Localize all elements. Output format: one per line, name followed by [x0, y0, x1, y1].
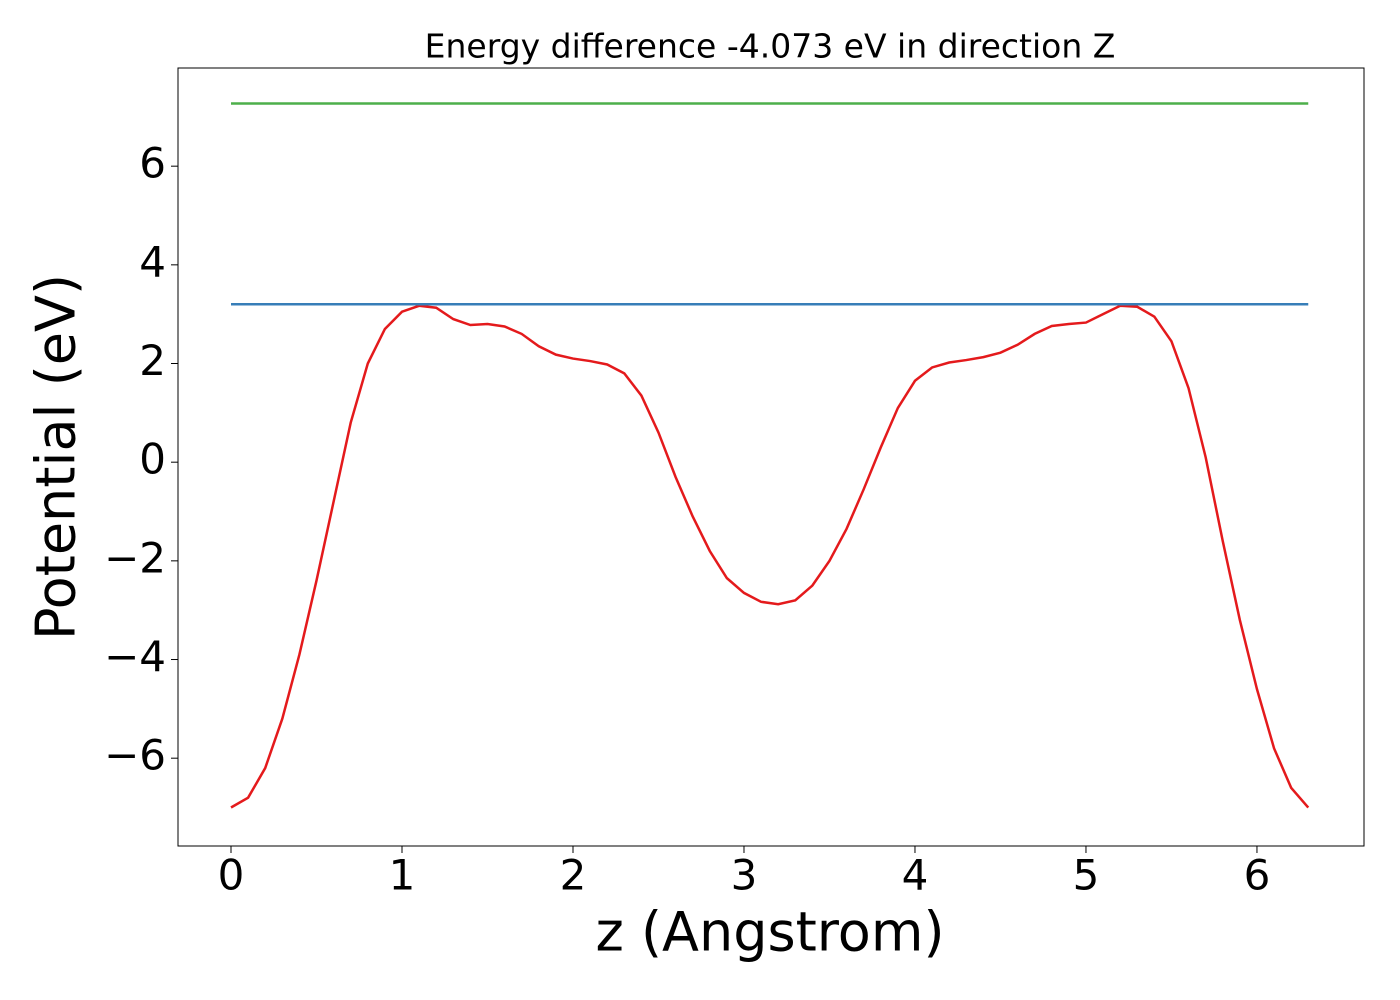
y-tick-label: 0: [139, 435, 166, 484]
y-tick-label: 6: [139, 139, 166, 188]
y-axis-label: Potential (eV): [25, 274, 88, 640]
x-tick-label: 6: [1244, 851, 1271, 900]
data-line: [230, 304, 1310, 809]
y-tick-label: −2: [104, 533, 166, 582]
x-tick-label: 4: [902, 851, 929, 900]
x-tick-label: 3: [731, 851, 758, 900]
chart-title: Energy difference -4.073 eV in direction…: [425, 27, 1116, 66]
x-axis-label: z (Angstrom): [595, 901, 944, 964]
x-tick-label: 0: [218, 851, 245, 900]
y-tick-label: 2: [139, 336, 166, 385]
x-tick-label: 2: [560, 851, 587, 900]
x-tick-label: 5: [1073, 851, 1100, 900]
y-tick-label: −6: [104, 731, 166, 780]
plot-frame: [177, 67, 1365, 847]
y-tick-label: −4: [104, 632, 166, 681]
x-tick-label: 1: [389, 851, 416, 900]
y-tick-label: 4: [139, 237, 166, 286]
